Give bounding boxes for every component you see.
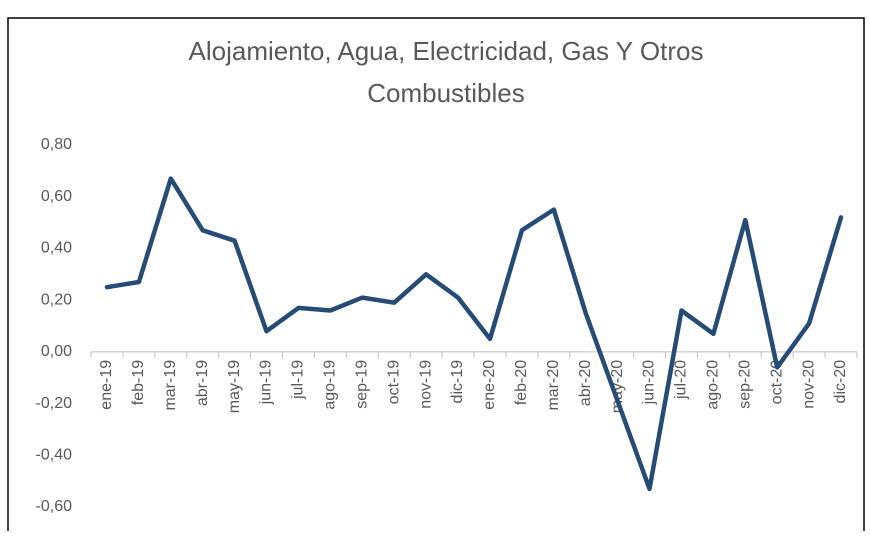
x-tick-label: feb-20 — [513, 360, 530, 405]
chart-title: Alojamiento, Agua, Electricidad, Gas Y O… — [189, 36, 704, 66]
x-tick-label: nov-20 — [800, 360, 817, 409]
x-tick-label: abr-20 — [577, 360, 594, 406]
y-tick-label: 0,60 — [41, 188, 72, 205]
x-tick-label: jun-20 — [641, 360, 658, 406]
y-tick-label: 0,00 — [41, 343, 72, 360]
x-tick-label: jul-20 — [673, 360, 690, 400]
x-tick-label: may-20 — [609, 360, 626, 413]
x-tick-label: sep-19 — [354, 360, 371, 409]
x-tick-label: jul-19 — [290, 360, 307, 400]
data-line — [104, 176, 844, 492]
y-tick-label: 0,40 — [41, 240, 72, 257]
y-tick-label: -0,60 — [36, 498, 73, 515]
x-tick-label: sep-20 — [737, 360, 754, 409]
x-tick-label: oct-19 — [385, 360, 402, 405]
x-tick-label: ago-19 — [322, 360, 339, 410]
y-tick-label: 0,20 — [41, 291, 72, 308]
x-tick-label: nov-19 — [417, 360, 434, 409]
x-tick-label: abr-19 — [194, 360, 211, 406]
x-tick-label: mar-19 — [162, 360, 179, 411]
x-tick-label: may-19 — [226, 360, 243, 413]
x-tick-label: jun-19 — [258, 360, 275, 406]
x-tick-label: mar-20 — [545, 360, 562, 411]
chart-frame — [7, 17, 865, 536]
y-tick-label: 0,80 — [41, 136, 72, 153]
x-tick-label: ene-20 — [481, 360, 498, 410]
x-tick-label: ene-19 — [98, 360, 115, 410]
x-tick-label: oct-20 — [768, 360, 785, 405]
y-tick-label: -0,40 — [36, 447, 73, 464]
x-tick-label: dic-20 — [832, 360, 849, 404]
x-tick-label: feb-19 — [130, 360, 147, 405]
y-tick-label: -0,20 — [36, 395, 73, 412]
x-tick-label: ago-20 — [705, 360, 722, 410]
x-tick-label: dic-19 — [449, 360, 466, 404]
chart-title: Combustibles — [367, 78, 525, 108]
